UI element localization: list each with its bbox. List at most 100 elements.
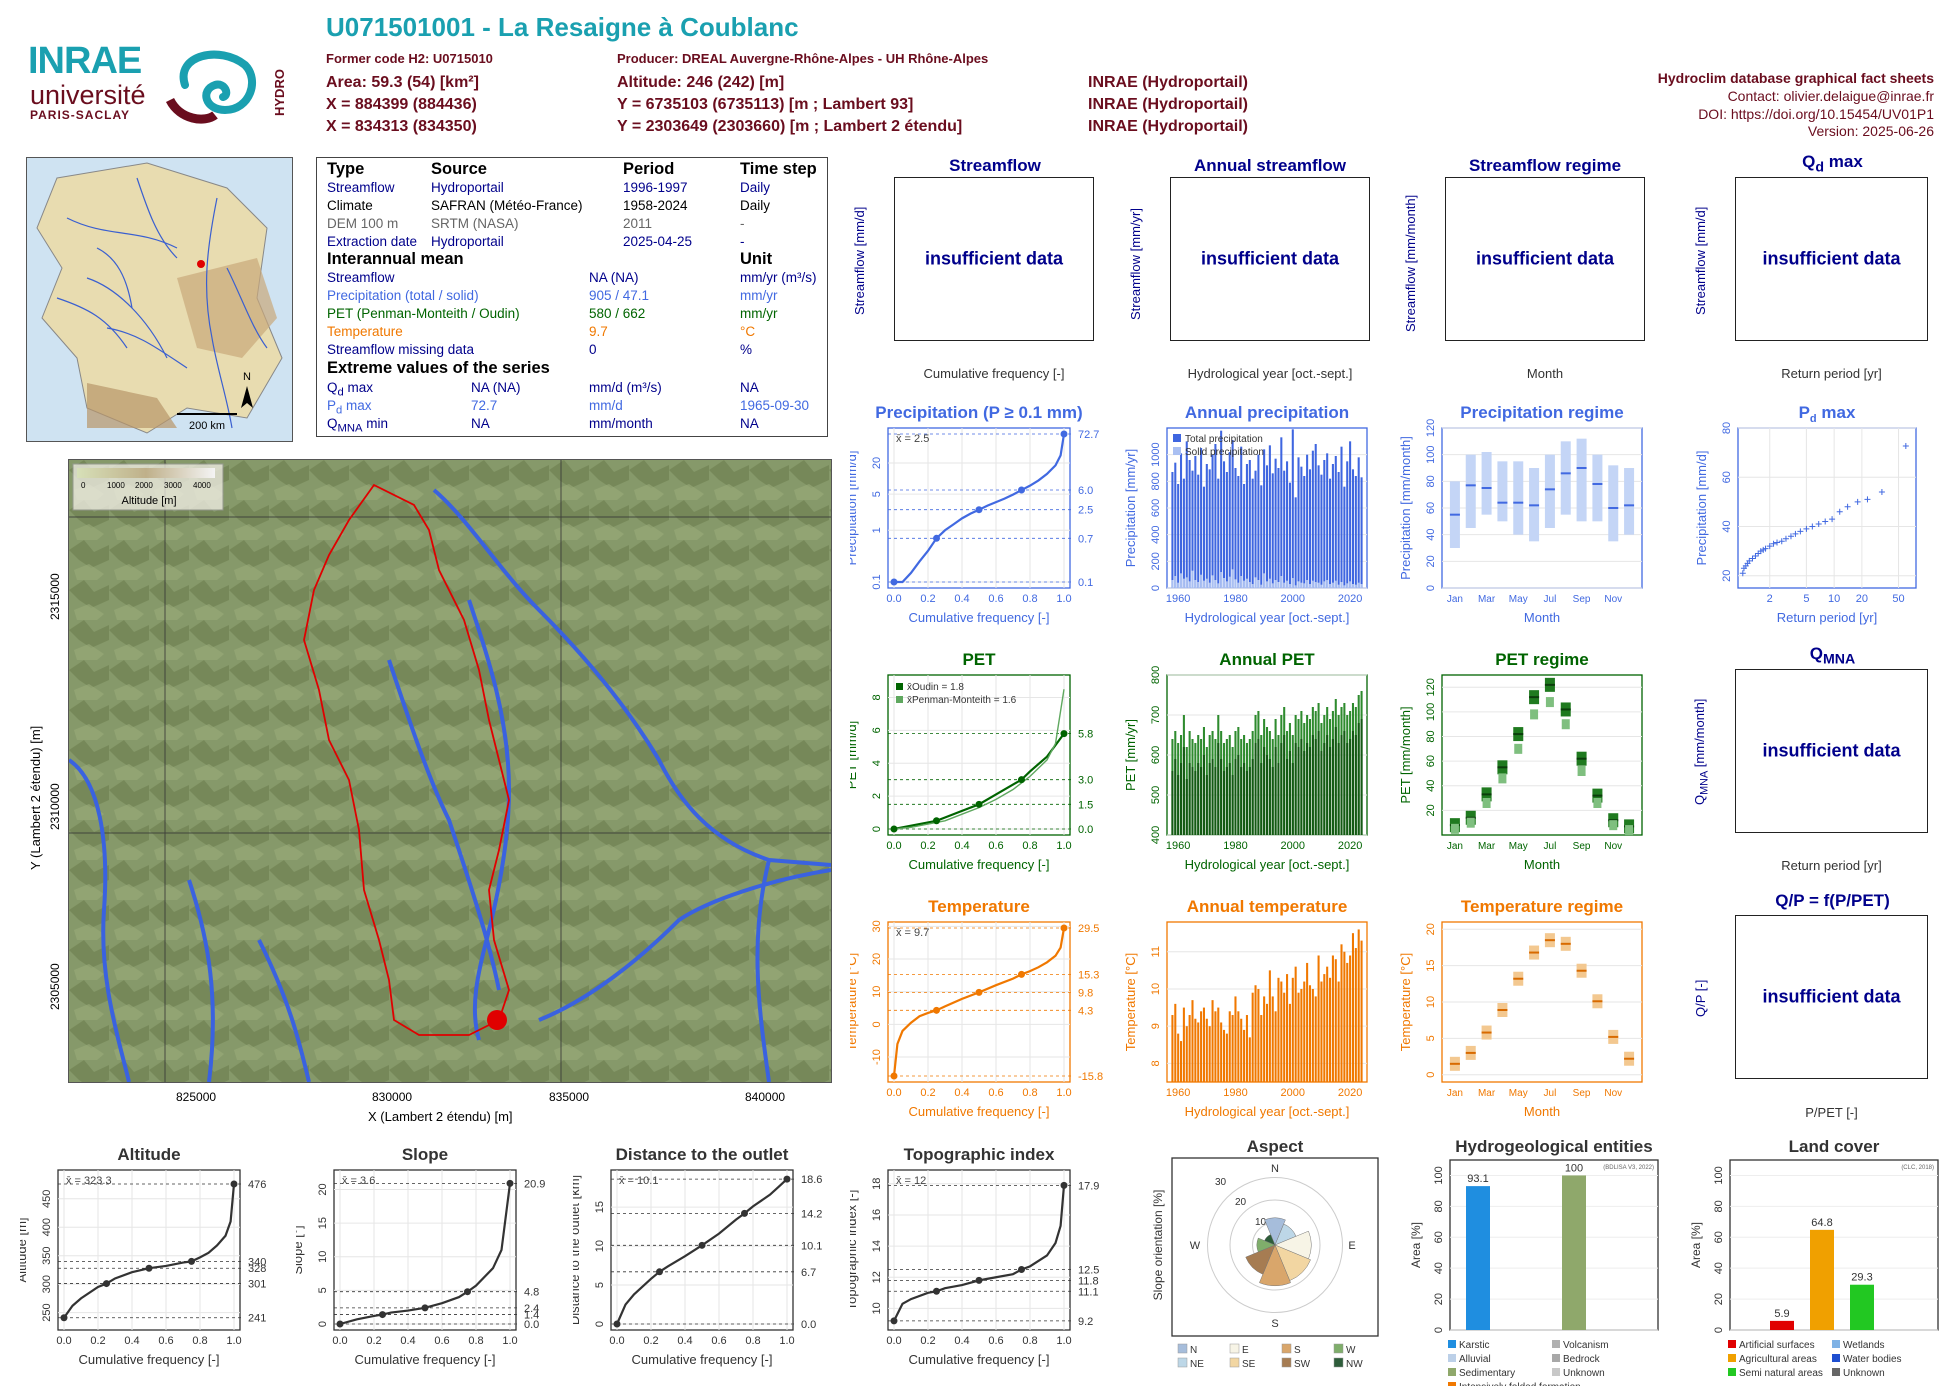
annual-bar (1334, 727, 1337, 835)
quantile-point (975, 1276, 983, 1284)
annual-bar (1360, 584, 1363, 588)
annual-bar (1182, 747, 1185, 835)
annual-bar (1303, 583, 1306, 588)
chart-title: Annual precipitation (1185, 403, 1349, 422)
chart-title: Topographic index (904, 1145, 1055, 1164)
annual-bar (1329, 478, 1332, 588)
annual-bar (1188, 460, 1191, 588)
annual-bar (1225, 581, 1228, 588)
annual-bar (1297, 457, 1300, 588)
y-tick-label: 10 (317, 1251, 329, 1263)
chart-title: PET (962, 650, 996, 669)
annual-bar (1337, 584, 1340, 588)
annual-bar (1191, 570, 1194, 588)
qp-title: Q/P = f(P/PET) (1775, 891, 1890, 910)
right-tick-label: 6.0 (1078, 485, 1093, 497)
annual-bar (1317, 465, 1320, 588)
y-axis-label: Area [%] (1410, 1222, 1423, 1268)
y-tick-label: 14 (871, 1240, 883, 1252)
x-tick-label: 2020 (1338, 1087, 1362, 1099)
annual-bar (1277, 582, 1280, 588)
extreme-qd: Qd max NA (NA) mm/d (m³/s) NA (327, 380, 759, 399)
y-tick-label: 400 (1150, 525, 1162, 543)
pd-max-chart: Pd max Return period [yr] Precipitation [m… (1694, 403, 1917, 625)
annual-bar (1271, 767, 1274, 835)
x-tick-label: Jul (1544, 594, 1557, 605)
y-tick-label: 6 (871, 727, 883, 733)
annual-bar (1194, 771, 1197, 835)
annual-bar (1343, 731, 1346, 835)
annual-bar (1277, 468, 1280, 588)
slope-cdf-chart: Slope Cumulative frequency [-] Slope [°] 0.… (296, 1145, 545, 1367)
regime-box-pm (1498, 773, 1507, 784)
annual-bar (1349, 955, 1352, 1082)
annual-bar (1346, 743, 1349, 835)
right-tick-label: 328 (248, 1263, 266, 1275)
x-lambert2: X = 834313 (834350) (326, 118, 477, 135)
paris-saclay-logo: PARIS-SACLAY (30, 108, 131, 122)
y-axis-label: Temperature [°C] (850, 953, 859, 1051)
annual-bar (1334, 456, 1337, 588)
annual-bar (1205, 578, 1208, 588)
right-tick-label: 4.3 (1078, 1005, 1093, 1017)
y-tick-label: 40 (1433, 1262, 1445, 1274)
hydro-vertical-label: HYDRO (272, 69, 287, 116)
y-tick-label: 20 (871, 953, 883, 965)
x-tick-label: 0.2 (920, 840, 935, 852)
annual-bar (1217, 743, 1220, 835)
annual-bar (1265, 755, 1269, 835)
streamflow-regime-xlabel: Month (1526, 366, 1564, 381)
streamflow-regime-title: Streamflow regime (1468, 156, 1622, 175)
annual-bar (1268, 759, 1271, 835)
legend-swatch (1448, 1340, 1456, 1348)
annual-bar (1268, 970, 1271, 1082)
svg-text:2000: 2000 (135, 481, 153, 490)
right-tick-label: 11.8 (1078, 1275, 1099, 1287)
x-tick-label: 0.2 (920, 1335, 935, 1347)
france-map-svg: N 200 km (36, 162, 283, 434)
scale-label: 200 km (189, 420, 225, 432)
mean-label: x̄ = 323.3 (66, 1175, 112, 1187)
annual-bar (1240, 1018, 1243, 1082)
right-tick-label: 0.0 (524, 1319, 539, 1331)
annual-bar (1220, 759, 1223, 835)
annual-bar (1237, 755, 1240, 835)
right-tick-label: 2.5 (1078, 505, 1093, 517)
mean-label: x̄ = 2.5 (896, 433, 929, 445)
x-tick-label: 0.2 (90, 1335, 105, 1347)
x-tick-label: 0.8 (192, 1335, 207, 1347)
inrae-logo: INRAE (28, 40, 142, 82)
qmna-xlabel: Return period [yr] (1781, 858, 1882, 873)
y-tick-label: 100 (1425, 703, 1437, 721)
annual-bar (1254, 743, 1257, 835)
annual-bar (1217, 478, 1220, 588)
annual-bar (1265, 581, 1269, 588)
annual-bar (1188, 763, 1191, 835)
legend-swatch (1552, 1368, 1560, 1376)
legend-label: Water bodies (1843, 1354, 1902, 1365)
data-point (1829, 516, 1836, 523)
annual-bar (1260, 1015, 1263, 1082)
x-tick-label: 2020 (1338, 840, 1362, 852)
x-tick-label: 0.6 (158, 1335, 173, 1347)
annual-bar (1245, 464, 1248, 588)
annual-bar (1182, 478, 1185, 588)
annual-bar (1317, 731, 1320, 835)
y-tick-label: 20 (317, 1183, 329, 1195)
annual-bar (1320, 584, 1323, 588)
cdf-line (615, 1178, 788, 1325)
y-axis-label: Altitude [m] (20, 1217, 29, 1282)
legend-swatch (1173, 447, 1181, 455)
mean-label: x̄ = 3.6 (342, 1175, 375, 1187)
station-title: U071501001 - La Resaigne à Coublanc (326, 12, 799, 42)
ring-label: 20 (1235, 1197, 1247, 1208)
annual-bar (1317, 582, 1320, 588)
ring (1229, 1199, 1321, 1291)
annual-bar (1225, 767, 1228, 835)
plot-frame (887, 921, 1071, 1083)
y-tick-label: 0.1 (871, 574, 883, 589)
annual-bar (1308, 985, 1312, 1082)
y-tick-label: 0 (594, 1321, 606, 1327)
annual-bar (1194, 1018, 1197, 1082)
aspect-slice (1259, 1244, 1291, 1286)
